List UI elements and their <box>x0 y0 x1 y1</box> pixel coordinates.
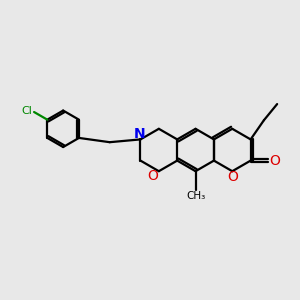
Text: O: O <box>227 170 238 184</box>
Text: O: O <box>269 154 280 168</box>
Text: O: O <box>147 169 158 184</box>
Text: N: N <box>134 127 146 140</box>
Text: CH₃: CH₃ <box>186 190 205 201</box>
Text: Cl: Cl <box>21 106 32 116</box>
